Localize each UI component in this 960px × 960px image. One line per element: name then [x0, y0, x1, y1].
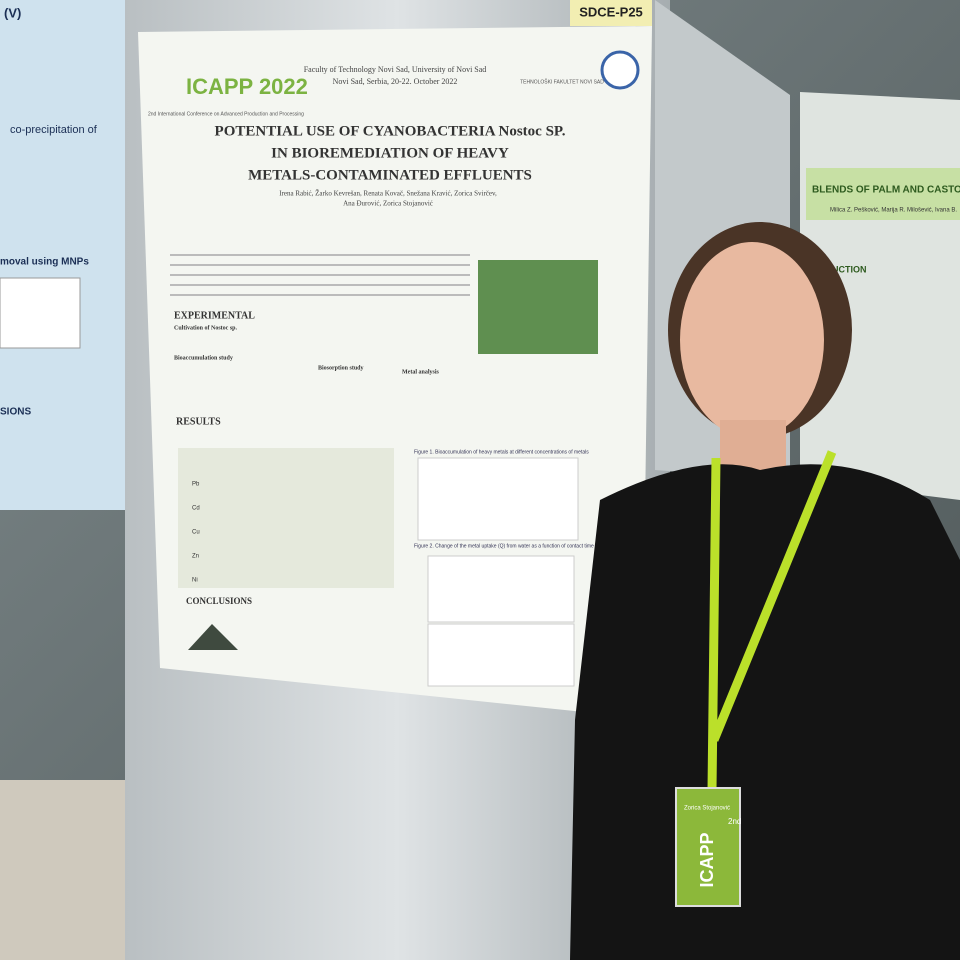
- section-heading: RESULTS: [176, 416, 221, 427]
- metal-label: Ni: [192, 578, 198, 584]
- right-poster-header: [806, 168, 960, 220]
- right-poster-section: UCTION: [832, 264, 867, 274]
- subsection: Biosorption study: [318, 365, 364, 371]
- subsection: Cultivation of Nostoc sp.: [174, 325, 238, 331]
- abstract-lines: [170, 254, 470, 296]
- tag: [570, 0, 652, 26]
- lanyard: [707, 450, 837, 791]
- poster-title: METALS-CONTAMINATED EFFLUENTS: [248, 167, 532, 183]
- microscopy-image: [478, 260, 598, 354]
- badge-edition: 2nd: [728, 817, 741, 826]
- poster-logo: ICAPP 2022: [186, 74, 308, 99]
- poster-authors: Irena Rabić, Žarko Kevrešan, Renata Kova…: [279, 190, 497, 198]
- university-logo: [600, 50, 640, 90]
- figure-caption: Figure 1. Bioaccumulation of heavy metal…: [414, 449, 589, 455]
- right-poster-title: BLENDS OF PALM AND CASTOR OILS: [812, 185, 960, 196]
- subsection: Bioaccumulation study: [174, 355, 233, 361]
- badge-logo: ICAPP: [697, 832, 717, 887]
- figure-caption: Figure 2. Change of the metal uptake (Q)…: [414, 543, 667, 549]
- left-poster: [0, 0, 140, 510]
- poster-title: IN BIOREMEDIATION OF HEAVY: [271, 145, 509, 161]
- figure-1: [417, 457, 579, 541]
- poster-logo-sub: 2nd International Conference on Advanced…: [148, 111, 304, 117]
- section-heading: EXPERIMENTAL: [174, 310, 255, 321]
- metal-label: Zn: [192, 554, 199, 560]
- left-poster-text: moval using MNPs: [0, 257, 89, 268]
- metal-label: Cd: [192, 506, 200, 512]
- section-heading: CONCLUSIONS: [186, 596, 252, 606]
- subsection: Metal analysis: [402, 369, 439, 375]
- poster-header: Faculty of Technology Novi Sad, Universi…: [304, 65, 487, 74]
- face: [680, 242, 824, 438]
- left-poster-text: (V): [4, 5, 21, 20]
- poster-title: POTENTIAL USE OF CYANOBACTERIA Nostoc SP…: [215, 123, 566, 139]
- metal-label: Cu: [192, 530, 200, 536]
- figure-2a: [427, 555, 575, 623]
- badge: [675, 787, 741, 907]
- jacket: [570, 464, 960, 960]
- results-table: [178, 448, 394, 588]
- poster-header: Novi Sad, Serbia, 20-22. October 2022: [333, 77, 458, 86]
- left-figure: [0, 277, 81, 349]
- figure-2b: [427, 623, 575, 687]
- right-poster-authors: Milica Z. Pešković, Marija R. Milošević,…: [830, 208, 957, 214]
- badge-name: Zorica Stojanović: [684, 806, 730, 812]
- conclusion-image: [188, 624, 238, 650]
- faculty-logo: TEHNOLOŠKI FAKULTET NOVI SAD: [520, 78, 604, 85]
- left-poster-text: SIONS: [0, 407, 31, 418]
- left-poster-text: co-precipitation of: [10, 124, 98, 136]
- poster-authors: Ana Đurović, Zorica Stojanović: [343, 200, 433, 208]
- tag-text: SDCE-P25: [579, 4, 643, 19]
- metal-label: Pb: [192, 482, 200, 488]
